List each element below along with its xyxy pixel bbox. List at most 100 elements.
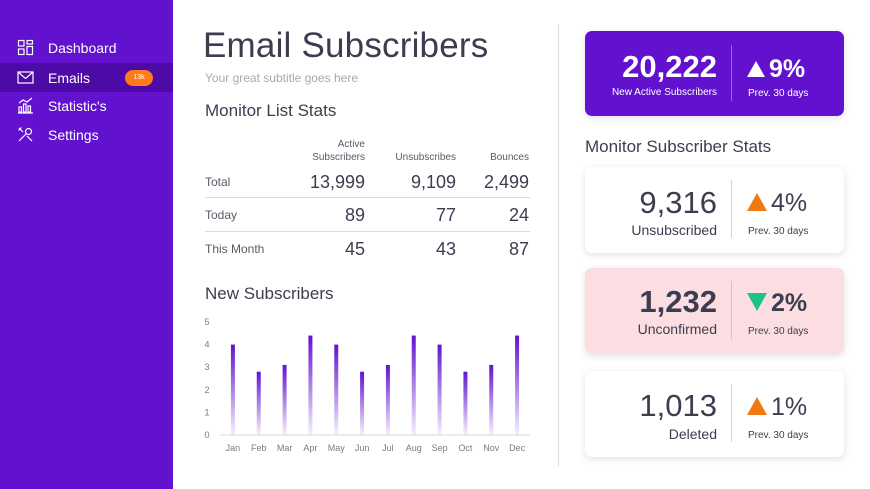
- sidebar-item-dashboard[interactable]: Dashboard: [0, 33, 173, 62]
- stat-card-unconfirmed: 1,232 Unconfirmed 2% Prev. 30 days: [585, 268, 844, 354]
- row-label-today: Today: [205, 208, 238, 222]
- stat-value: 9,316: [639, 185, 717, 220]
- sidebar-item-label: Settings: [48, 126, 99, 143]
- list-stats-heading: Monitor List Stats: [205, 101, 337, 120]
- row-divider: [205, 231, 530, 232]
- arrow-down-icon: [747, 289, 767, 318]
- subscriber-stats-heading: Monitor Subscriber Stats: [585, 137, 772, 156]
- stat-caption: Deleted: [668, 426, 717, 442]
- bar: [411, 335, 416, 435]
- table-cell: 87: [508, 239, 529, 259]
- table-cell: 45: [344, 239, 365, 259]
- sidebar-item-statistics[interactable]: Statistic's: [0, 91, 173, 120]
- column-header-bounces: Bounces: [490, 152, 529, 163]
- x-tick-label: Jul: [382, 443, 394, 453]
- stat-change: 1%: [747, 393, 807, 422]
- stat-caption: Unconfirmed: [637, 321, 717, 337]
- stat-value: 20,222: [622, 49, 717, 84]
- stat-change: 2%: [747, 289, 807, 318]
- card-separator: [731, 45, 732, 101]
- bar: [282, 364, 287, 435]
- x-tick-label: Feb: [251, 443, 267, 453]
- unread-count-badge: 13k: [125, 69, 153, 86]
- column-header-active: Active Subscribers: [312, 139, 365, 163]
- y-tick-label: 1: [204, 407, 209, 417]
- stat-change: 9%: [747, 55, 805, 84]
- column-header-unsubscribes: Unsubscribes: [395, 152, 456, 163]
- x-tick-label: Jun: [355, 443, 370, 453]
- table-cell: 9,109: [410, 172, 456, 192]
- bar: [360, 371, 365, 435]
- y-tick-label: 0: [204, 430, 209, 440]
- bar: [515, 335, 520, 435]
- card-separator: [731, 281, 732, 339]
- stat-value: 1,232: [639, 284, 717, 319]
- stat-change-value: 4%: [771, 189, 808, 217]
- stat-period: Prev. 30 days: [748, 430, 809, 441]
- y-tick-label: 2: [204, 385, 209, 395]
- row-label-total: Total: [205, 175, 231, 189]
- x-tick-label: May: [328, 443, 346, 453]
- bar: [308, 335, 313, 435]
- section-divider: [558, 24, 559, 467]
- bar: [334, 344, 339, 435]
- stat-card-unsubscribed: 9,316 Unsubscribed 4% Prev. 30 days: [585, 167, 844, 253]
- table-cell: 13,999: [309, 172, 365, 192]
- bar: [385, 364, 390, 435]
- bar: [463, 371, 468, 435]
- chart-icon: [17, 97, 34, 114]
- table-cell: 43: [435, 239, 456, 259]
- stat-change-value: 2%: [771, 289, 808, 317]
- stat-period: Prev. 30 days: [748, 88, 809, 99]
- page-subtitle: Your great subtitle goes here: [205, 71, 358, 85]
- x-tick-label: Apr: [303, 443, 317, 453]
- card-separator: [731, 180, 732, 238]
- bar: [437, 344, 442, 435]
- arrow-up-icon: [747, 55, 765, 84]
- x-tick-label: Mar: [277, 443, 293, 453]
- bar-chart-svg: 0 1 2 3 4 5 Jan Feb Mar Apr May Jun Jul Aug Sep Oct Nov D…: [204, 317, 530, 453]
- table-cell: 89: [344, 205, 365, 225]
- y-tick-label: 5: [204, 317, 209, 327]
- stat-change: 4%: [747, 189, 807, 218]
- sidebar-item-label: Dashboard: [48, 39, 117, 56]
- page-title: Email Subscribers: [203, 26, 489, 65]
- dashboard-icon: [17, 39, 34, 56]
- stat-period: Prev. 30 days: [748, 226, 809, 237]
- y-tick-label: 3: [204, 362, 209, 372]
- stat-value: 1,013: [639, 388, 717, 423]
- stat-caption: Unsubscribed: [631, 222, 717, 238]
- mail-icon: [17, 69, 34, 86]
- table-cell: 24: [508, 205, 529, 225]
- stat-card-new-active: 20,222 New Active Subscribers 9% Prev. 3…: [585, 31, 844, 116]
- stat-change-value: 9%: [769, 55, 806, 83]
- table-cell: 2,499: [483, 172, 529, 192]
- bar: [256, 371, 261, 435]
- x-tick-label: Sep: [432, 443, 448, 453]
- stat-card-deleted: 1,013 Deleted 1% Prev. 30 days: [585, 371, 844, 457]
- table-cell: 77: [435, 205, 456, 225]
- new-subscribers-heading: New Subscribers: [205, 284, 334, 303]
- x-tick-label: Jan: [226, 443, 241, 453]
- row-divider: [205, 197, 530, 198]
- bar: [230, 344, 235, 435]
- sidebar-item-label: Statistic's: [48, 97, 107, 114]
- card-separator: [731, 384, 732, 442]
- arrow-up-icon: [747, 393, 767, 422]
- x-tick-label: Aug: [406, 443, 422, 453]
- tools-icon: [17, 126, 34, 143]
- stat-caption: New Active Subscribers: [611, 87, 717, 98]
- bar: [489, 364, 494, 435]
- arrow-up-icon: [747, 189, 767, 218]
- sidebar-item-settings[interactable]: Settings: [0, 120, 173, 149]
- x-tick-label: Dec: [509, 443, 526, 453]
- x-tick-label: Nov: [483, 443, 500, 453]
- stat-period: Prev. 30 days: [748, 326, 809, 337]
- sidebar-item-emails[interactable]: Emails 13k: [0, 63, 173, 92]
- sidebar: Dashboard Emails 13k Statistic's Setting…: [0, 0, 173, 489]
- sidebar-item-label: Emails: [48, 69, 91, 86]
- stat-change-value: 1%: [771, 393, 808, 421]
- y-tick-label: 4: [204, 340, 209, 350]
- x-tick-label: Oct: [458, 443, 473, 453]
